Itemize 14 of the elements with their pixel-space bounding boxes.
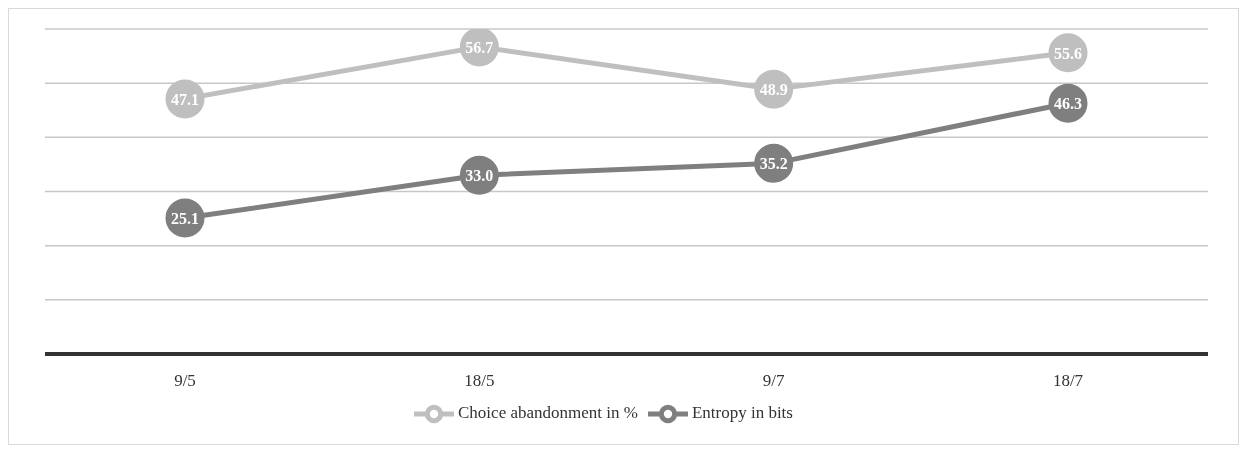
data-label: 46.3 <box>1054 94 1082 112</box>
data-label: 56.7 <box>465 38 494 56</box>
data-label: 48.9 <box>759 80 788 98</box>
x-tick-label: 18/7 <box>1052 371 1084 391</box>
data-label: 55.6 <box>1054 44 1082 62</box>
x-tick-label: 9/5 <box>174 371 196 391</box>
data-label: 47.1 <box>171 90 199 108</box>
legend-label: Entropy in bits <box>691 402 793 422</box>
data-label: 25.1 <box>171 209 199 227</box>
legend-label: Choice abandonment in % <box>458 402 638 422</box>
x-tick-label: 18/5 <box>464 371 495 391</box>
data-label: 33.0 <box>465 166 494 184</box>
data-label: 35.2 <box>759 155 788 173</box>
x-tick-label: 9/7 <box>762 371 786 391</box>
